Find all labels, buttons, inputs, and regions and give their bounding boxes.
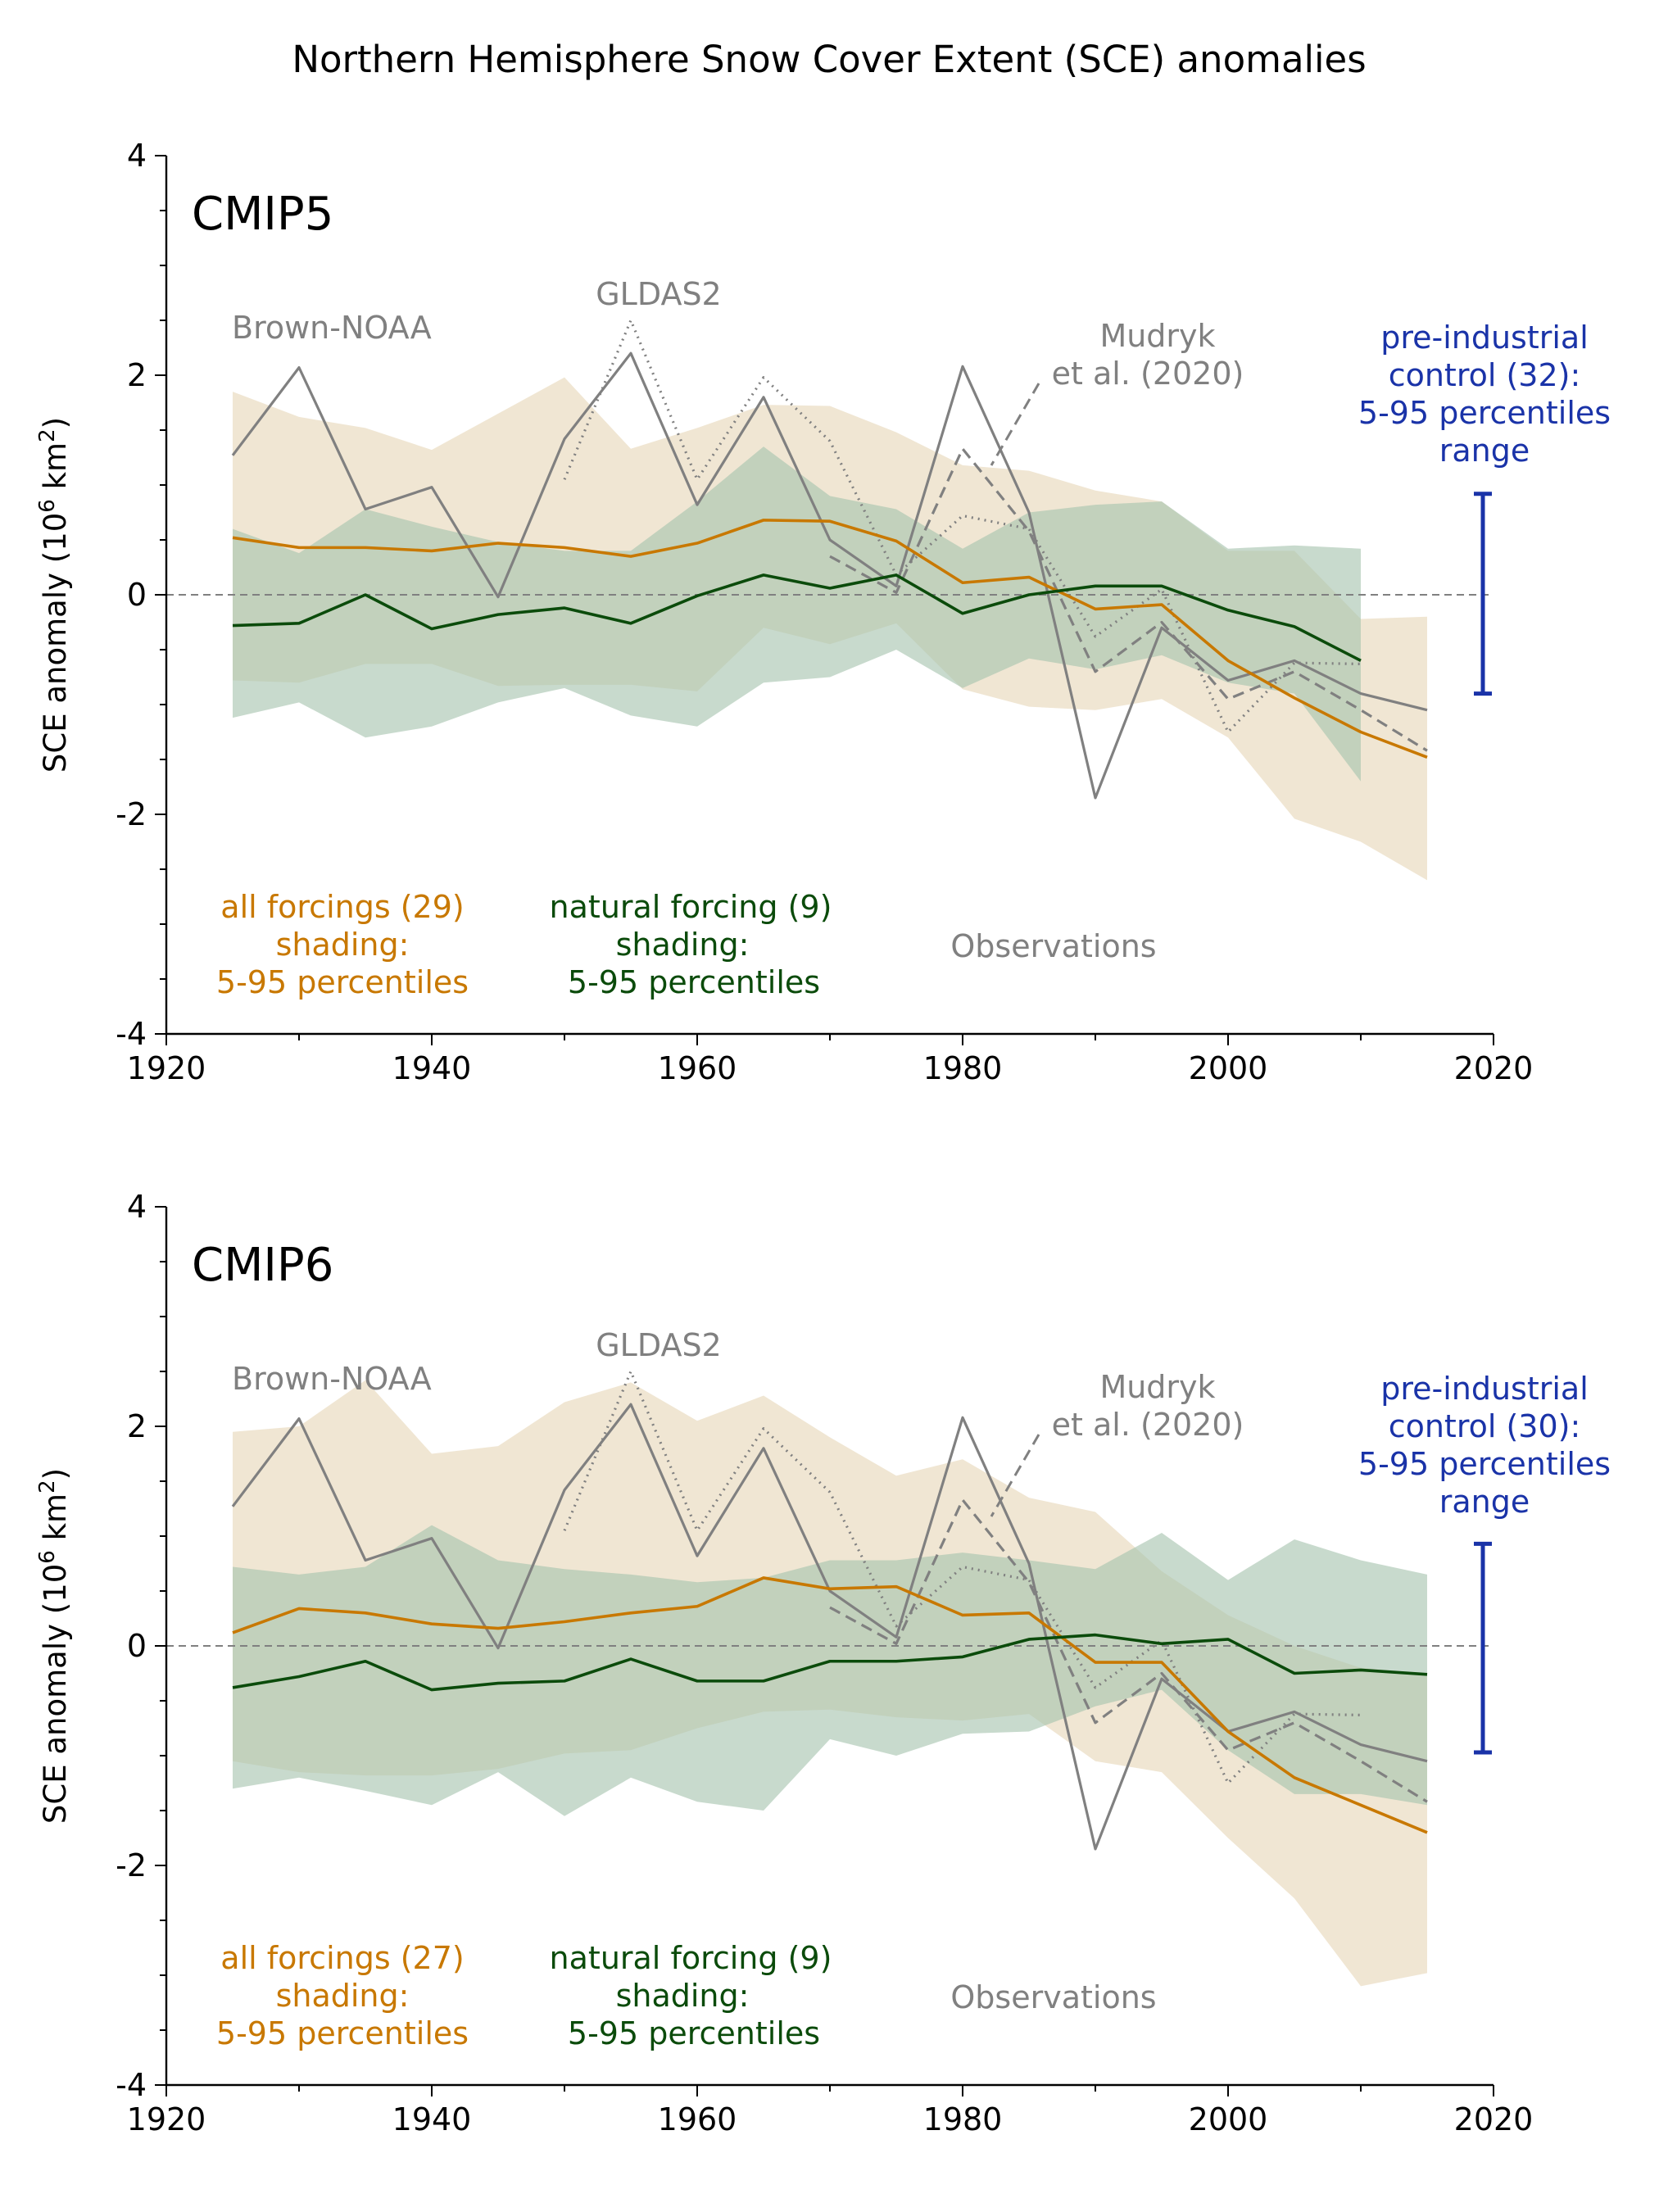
observations-legend-label: Observations (950, 928, 1156, 964)
control-label-line1: pre-industrial (1380, 320, 1589, 356)
x-tick-label: 2000 (1189, 2101, 1268, 2137)
control-label-line4: range (1439, 433, 1530, 469)
natural-forcing-legend-percentiles: 5-95 percentiles (568, 2015, 820, 2051)
x-tick-label: 1960 (658, 1050, 737, 1086)
observation-series-2-line (829, 447, 1428, 752)
y-axis-label-part: ) (38, 417, 73, 428)
chart-title: Northern Hemisphere Snow Cover Extent (S… (292, 38, 1366, 81)
y-tick-label: -4 (116, 1016, 147, 1052)
natural-forcing-mean-line (232, 1633, 1428, 1692)
y-axis-label-part: 2 (35, 428, 60, 442)
all-forcing-legend-percentiles: 5-95 percentiles (216, 2015, 469, 2051)
y-axis-label: SCE anomaly (106 km2) (35, 1468, 73, 1824)
natural-forcing-shading (233, 446, 1361, 782)
mudryk-leader-line (990, 383, 1040, 466)
control-label-line4: range (1439, 1484, 1530, 1520)
all-forcing-legend-shading: shading: (276, 1978, 410, 2014)
x-tick-label: 2020 (1454, 2101, 1534, 2137)
observation-series-2-line (829, 1498, 1428, 1803)
y-axis-label-part: 6 (35, 499, 60, 513)
y-axis-label-part: SCE anomaly (10 (38, 1564, 73, 1824)
x-tick-label: 1920 (127, 2101, 206, 2137)
all-forcing-legend-percentiles: 5-95 percentiles (216, 964, 469, 1000)
mudryk-leader-line (990, 1434, 1040, 1517)
natural-forcing-legend-percentiles: 5-95 percentiles (568, 964, 820, 1000)
all-forcing-legend-title: all forcings (29) (220, 889, 464, 925)
y-tick-label: -4 (116, 2067, 147, 2103)
natural-forcing-legend-title: natural forcing (9) (550, 1940, 832, 1976)
y-axis-label-part: 2 (35, 1480, 60, 1494)
all-forcing-legend-shading: shading: (276, 927, 410, 963)
y-tick-label: 0 (127, 1628, 147, 1664)
control-label-line1: pre-industrial (1380, 1371, 1589, 1407)
y-tick-label: -2 (116, 1847, 147, 1883)
natural-forcing-mean-line (232, 573, 1362, 663)
all-forcing-mean-line (232, 1576, 1428, 1834)
natural-forcing-legend-shading: shading: (616, 1978, 750, 2014)
y-axis-label-part: km (38, 1494, 73, 1550)
x-tick-label: 1940 (392, 1050, 472, 1086)
cmip6-panel: -4 -2 0 2 4 1920 1940 1960 1980 2000 2020 SCE anoma… (35, 1189, 1611, 2137)
x-tick-label: 1920 (127, 1050, 206, 1086)
y-tick-label: 4 (127, 138, 147, 174)
natural-forcing-shading (233, 1525, 1427, 1816)
y-tick-label: 4 (127, 1189, 147, 1225)
y-axis-label: SCE anomaly (106 km2) (35, 417, 73, 773)
y-axis-label-part: SCE anomaly (10 (38, 513, 73, 773)
brown-noaa-label: Brown-NOAA (232, 310, 432, 346)
panel-label: CMIP6 (192, 1239, 333, 1292)
control-label-line3: 5-95 percentiles (1358, 1446, 1611, 1482)
observations-legend-label: Observations (950, 1979, 1156, 2015)
y-axis-label-part: ) (38, 1468, 73, 1480)
x-tick-label: 2000 (1189, 1050, 1268, 1086)
mudryk-label-line1: Mudryk (1099, 318, 1215, 354)
x-tick-label: 1960 (658, 2101, 737, 2137)
y-tick-label: 2 (127, 357, 147, 393)
all-forcing-mean-line (232, 519, 1428, 759)
control-label-line2: control (32): (1389, 357, 1581, 393)
mudryk-label-line2: et al. (2020) (1052, 356, 1244, 392)
all-forcing-legend-title: all forcings (27) (220, 1940, 464, 1976)
y-axis-label-part: 6 (35, 1550, 60, 1564)
x-tick-label: 1980 (923, 2101, 1003, 2137)
gldas2-label: GLDAS2 (596, 276, 722, 312)
y-tick-label: 0 (127, 577, 147, 613)
brown-noaa-label: Brown-NOAA (232, 1361, 432, 1397)
natural-forcing-legend-shading: shading: (616, 927, 750, 963)
panel-label: CMIP5 (192, 188, 333, 241)
x-tick-label: 1940 (392, 2101, 472, 2137)
y-tick-label: -2 (116, 796, 147, 832)
control-label-line2: control (30): (1389, 1408, 1581, 1444)
natural-forcing-legend-title: natural forcing (9) (550, 889, 832, 925)
y-axis-label-part: km (38, 442, 73, 499)
cmip5-panel: -4 -2 0 2 4 1920 1940 1960 1980 2000 2020 SCE anoma… (35, 138, 1611, 1086)
mudryk-label-line2: et al. (2020) (1052, 1407, 1244, 1443)
gldas2-label: GLDAS2 (596, 1327, 722, 1363)
mudryk-label-line1: Mudryk (1099, 1369, 1215, 1405)
x-tick-label: 2020 (1454, 1050, 1534, 1086)
y-tick-label: 2 (127, 1408, 147, 1444)
observation-series-0-line (231, 351, 1428, 800)
control-label-line3: 5-95 percentiles (1358, 395, 1611, 431)
x-tick-label: 1980 (923, 1050, 1003, 1086)
